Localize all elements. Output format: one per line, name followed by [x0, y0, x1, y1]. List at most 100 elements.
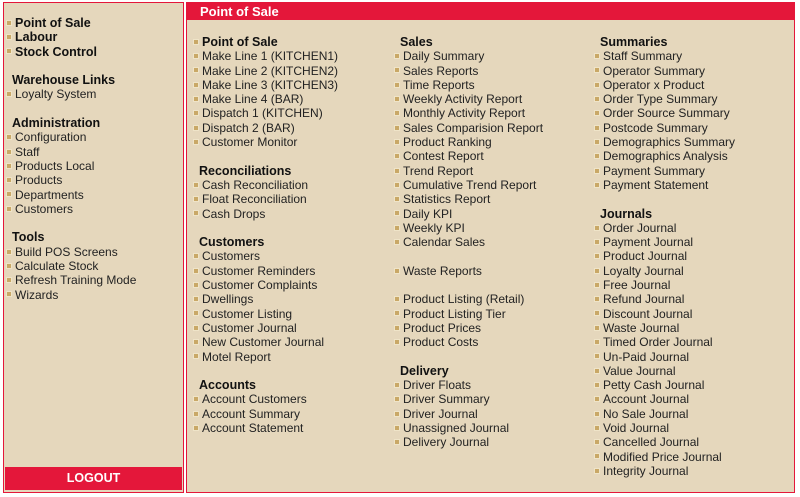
menu-link-float-reconciliation[interactable]: Float Reconciliation	[193, 192, 338, 206]
menu-link-operator-x-product[interactable]: Operator x Product	[594, 78, 735, 92]
menu-link-product-ranking[interactable]: Product Ranking	[394, 135, 543, 149]
menu-link-calendar-sales[interactable]: Calendar Sales	[394, 235, 543, 249]
menu-link-product-prices[interactable]: Product Prices	[394, 321, 543, 335]
menu-link-product-costs[interactable]: Product Costs	[394, 335, 543, 349]
menu-link-point-of-sale[interactable]: Point of Sale	[6, 16, 136, 30]
menu-link-demographics-analysis[interactable]: Demographics Analysis	[594, 149, 735, 163]
menu-link-cash-drops[interactable]: Cash Drops	[193, 207, 338, 221]
menu-link-daily-kpi[interactable]: Daily KPI	[394, 207, 543, 221]
menu-link-new-customer-journal[interactable]: New Customer Journal	[193, 335, 338, 349]
label: No Sale Journal	[603, 406, 689, 421]
menu-link-customer-reminders[interactable]: Customer Reminders	[193, 264, 338, 278]
menu-link-operator-summary[interactable]: Operator Summary	[594, 64, 735, 78]
label: Operator x Product	[603, 77, 705, 92]
menu-link-build-pos-screens[interactable]: Build POS Screens	[6, 245, 136, 259]
menu-link-payment-journal[interactable]: Payment Journal	[594, 235, 735, 249]
menu-link-products-local[interactable]: Products Local	[6, 159, 136, 173]
menu-link-driver-summary[interactable]: Driver Summary	[394, 392, 543, 406]
menu-link-no-sale-journal[interactable]: No Sale Journal	[594, 407, 735, 421]
menu-link-free-journal[interactable]: Free Journal	[594, 278, 735, 292]
bullet-icon	[193, 396, 199, 403]
menu-link-account-journal[interactable]: Account Journal	[594, 392, 735, 406]
logout-button[interactable]: LOGOUT	[5, 467, 182, 490]
menu-link-cash-reconciliation[interactable]: Cash Reconciliation	[193, 178, 338, 192]
menu-link-sales-reports[interactable]: Sales Reports	[394, 64, 543, 78]
menu-link-make-line-1-kitchen1[interactable]: Make Line 1 (KITCHEN1)	[193, 49, 338, 63]
menu-link-time-reports[interactable]: Time Reports	[394, 78, 543, 92]
label: Monthly Activity Report	[403, 106, 526, 121]
menu-link-integrity-journal[interactable]: Integrity Journal	[594, 464, 735, 478]
menu-link-departments[interactable]: Departments	[6, 188, 136, 202]
menu-link-driver-floats[interactable]: Driver Floats	[394, 378, 543, 392]
menu-link-weekly-activity-report[interactable]: Weekly Activity Report	[394, 92, 543, 106]
menu-link-customer-journal[interactable]: Customer Journal	[193, 321, 338, 335]
menu-link-wizards[interactable]: Wizards	[6, 288, 136, 302]
menu-link-loyalty-system[interactable]: Loyalty System	[6, 87, 136, 101]
menu-link-waste-reports[interactable]: Waste Reports	[394, 264, 543, 278]
menu-link-sales-comparision-report[interactable]: Sales Comparision Report	[394, 121, 543, 135]
menu-link-cancelled-journal[interactable]: Cancelled Journal	[594, 435, 735, 449]
bullet-icon	[394, 296, 400, 303]
menu-link-payment-summary[interactable]: Payment Summary	[594, 164, 735, 178]
menu-link-refresh-training-mode[interactable]: Refresh Training Mode	[6, 273, 136, 287]
menu-link-make-line-4-bar[interactable]: Make Line 4 (BAR)	[193, 92, 338, 106]
menu-link-configuration[interactable]: Configuration	[6, 130, 136, 144]
menu-link-daily-summary[interactable]: Daily Summary	[394, 49, 543, 63]
menu-link-discount-journal[interactable]: Discount Journal	[594, 307, 735, 321]
bullet-icon	[394, 224, 400, 231]
menu-link-petty-cash-journal[interactable]: Petty Cash Journal	[594, 378, 735, 392]
menu-link-customers[interactable]: Customers	[193, 249, 338, 263]
label: Free Journal	[603, 278, 671, 293]
menu-link-staff[interactable]: Staff	[6, 145, 136, 159]
menu-link-customer-monitor[interactable]: Customer Monitor	[193, 135, 338, 149]
menu-link-labour[interactable]: Labour	[6, 30, 136, 44]
menu-link-modified-price-journal[interactable]: Modified Price Journal	[594, 450, 735, 464]
menu-link-motel-report[interactable]: Motel Report	[193, 350, 338, 364]
menu-link-unassigned-journal[interactable]: Unassigned Journal	[394, 421, 543, 435]
menu-link-product-listing-tier[interactable]: Product Listing Tier	[394, 307, 543, 321]
menu-link-product-journal[interactable]: Product Journal	[594, 249, 735, 263]
menu-link-dispatch-1-kitchen[interactable]: Dispatch 1 (KITCHEN)	[193, 106, 338, 120]
spacer	[6, 216, 136, 230]
menu-link-product-listing-retail[interactable]: Product Listing (Retail)	[394, 292, 543, 306]
menu-link-dwellings[interactable]: Dwellings	[193, 292, 338, 306]
menu-link-driver-journal[interactable]: Driver Journal	[394, 407, 543, 421]
menu-link-weekly-kpi[interactable]: Weekly KPI	[394, 221, 543, 235]
bullet-icon	[394, 381, 400, 388]
menu-link-make-line-2-kitchen2[interactable]: Make Line 2 (KITCHEN2)	[193, 64, 338, 78]
menu-link-void-journal[interactable]: Void Journal	[594, 421, 735, 435]
menu-link-order-source-summary[interactable]: Order Source Summary	[594, 106, 735, 120]
menu-link-refund-journal[interactable]: Refund Journal	[594, 292, 735, 306]
menu-link-postcode-summary[interactable]: Postcode Summary	[594, 121, 735, 135]
menu-link-account-customers[interactable]: Account Customers	[193, 392, 338, 406]
menu-link-statistics-report[interactable]: Statistics Report	[394, 192, 543, 206]
menu-link-trend-report[interactable]: Trend Report	[394, 164, 543, 178]
menu-link-payment-statement[interactable]: Payment Statement	[594, 178, 735, 192]
menu-link-account-statement[interactable]: Account Statement	[193, 421, 338, 435]
menu-link-loyalty-journal[interactable]: Loyalty Journal	[594, 264, 735, 278]
menu-link-customer-listing[interactable]: Customer Listing	[193, 307, 338, 321]
menu-link-calculate-stock[interactable]: Calculate Stock	[6, 259, 136, 273]
menu-link-order-journal[interactable]: Order Journal	[594, 221, 735, 235]
menu-link-contest-report[interactable]: Contest Report	[394, 149, 543, 163]
menu-link-monthly-activity-report[interactable]: Monthly Activity Report	[394, 106, 543, 120]
menu-link-cumulative-trend-report[interactable]: Cumulative Trend Report	[394, 178, 543, 192]
menu-link-dispatch-2-bar[interactable]: Dispatch 2 (BAR)	[193, 121, 338, 135]
menu-link-timed-order-journal[interactable]: Timed Order Journal	[594, 335, 735, 349]
menu-link-customers[interactable]: Customers	[6, 202, 136, 216]
label: Weekly Activity Report	[403, 92, 523, 107]
menu-link-products[interactable]: Products	[6, 173, 136, 187]
menu-link-order-type-summary[interactable]: Order Type Summary	[594, 92, 735, 106]
menu-link-staff-summary[interactable]: Staff Summary	[594, 49, 735, 63]
menu-link-delivery-journal[interactable]: Delivery Journal	[394, 435, 543, 449]
menu-link-customer-complaints[interactable]: Customer Complaints	[193, 278, 338, 292]
menu-link-stock-control[interactable]: Stock Control	[6, 45, 136, 59]
menu-link-make-line-3-kitchen3[interactable]: Make Line 3 (KITCHEN3)	[193, 78, 338, 92]
menu-link-value-journal[interactable]: Value Journal	[594, 364, 735, 378]
label: Customer Monitor	[202, 135, 298, 150]
menu-link-demographics-summary[interactable]: Demographics Summary	[594, 135, 735, 149]
label: Customer Journal	[202, 320, 297, 335]
menu-link-account-summary[interactable]: Account Summary	[193, 407, 338, 421]
menu-link-waste-journal[interactable]: Waste Journal	[594, 321, 735, 335]
menu-link-un-paid-journal[interactable]: Un-Paid Journal	[594, 350, 735, 364]
